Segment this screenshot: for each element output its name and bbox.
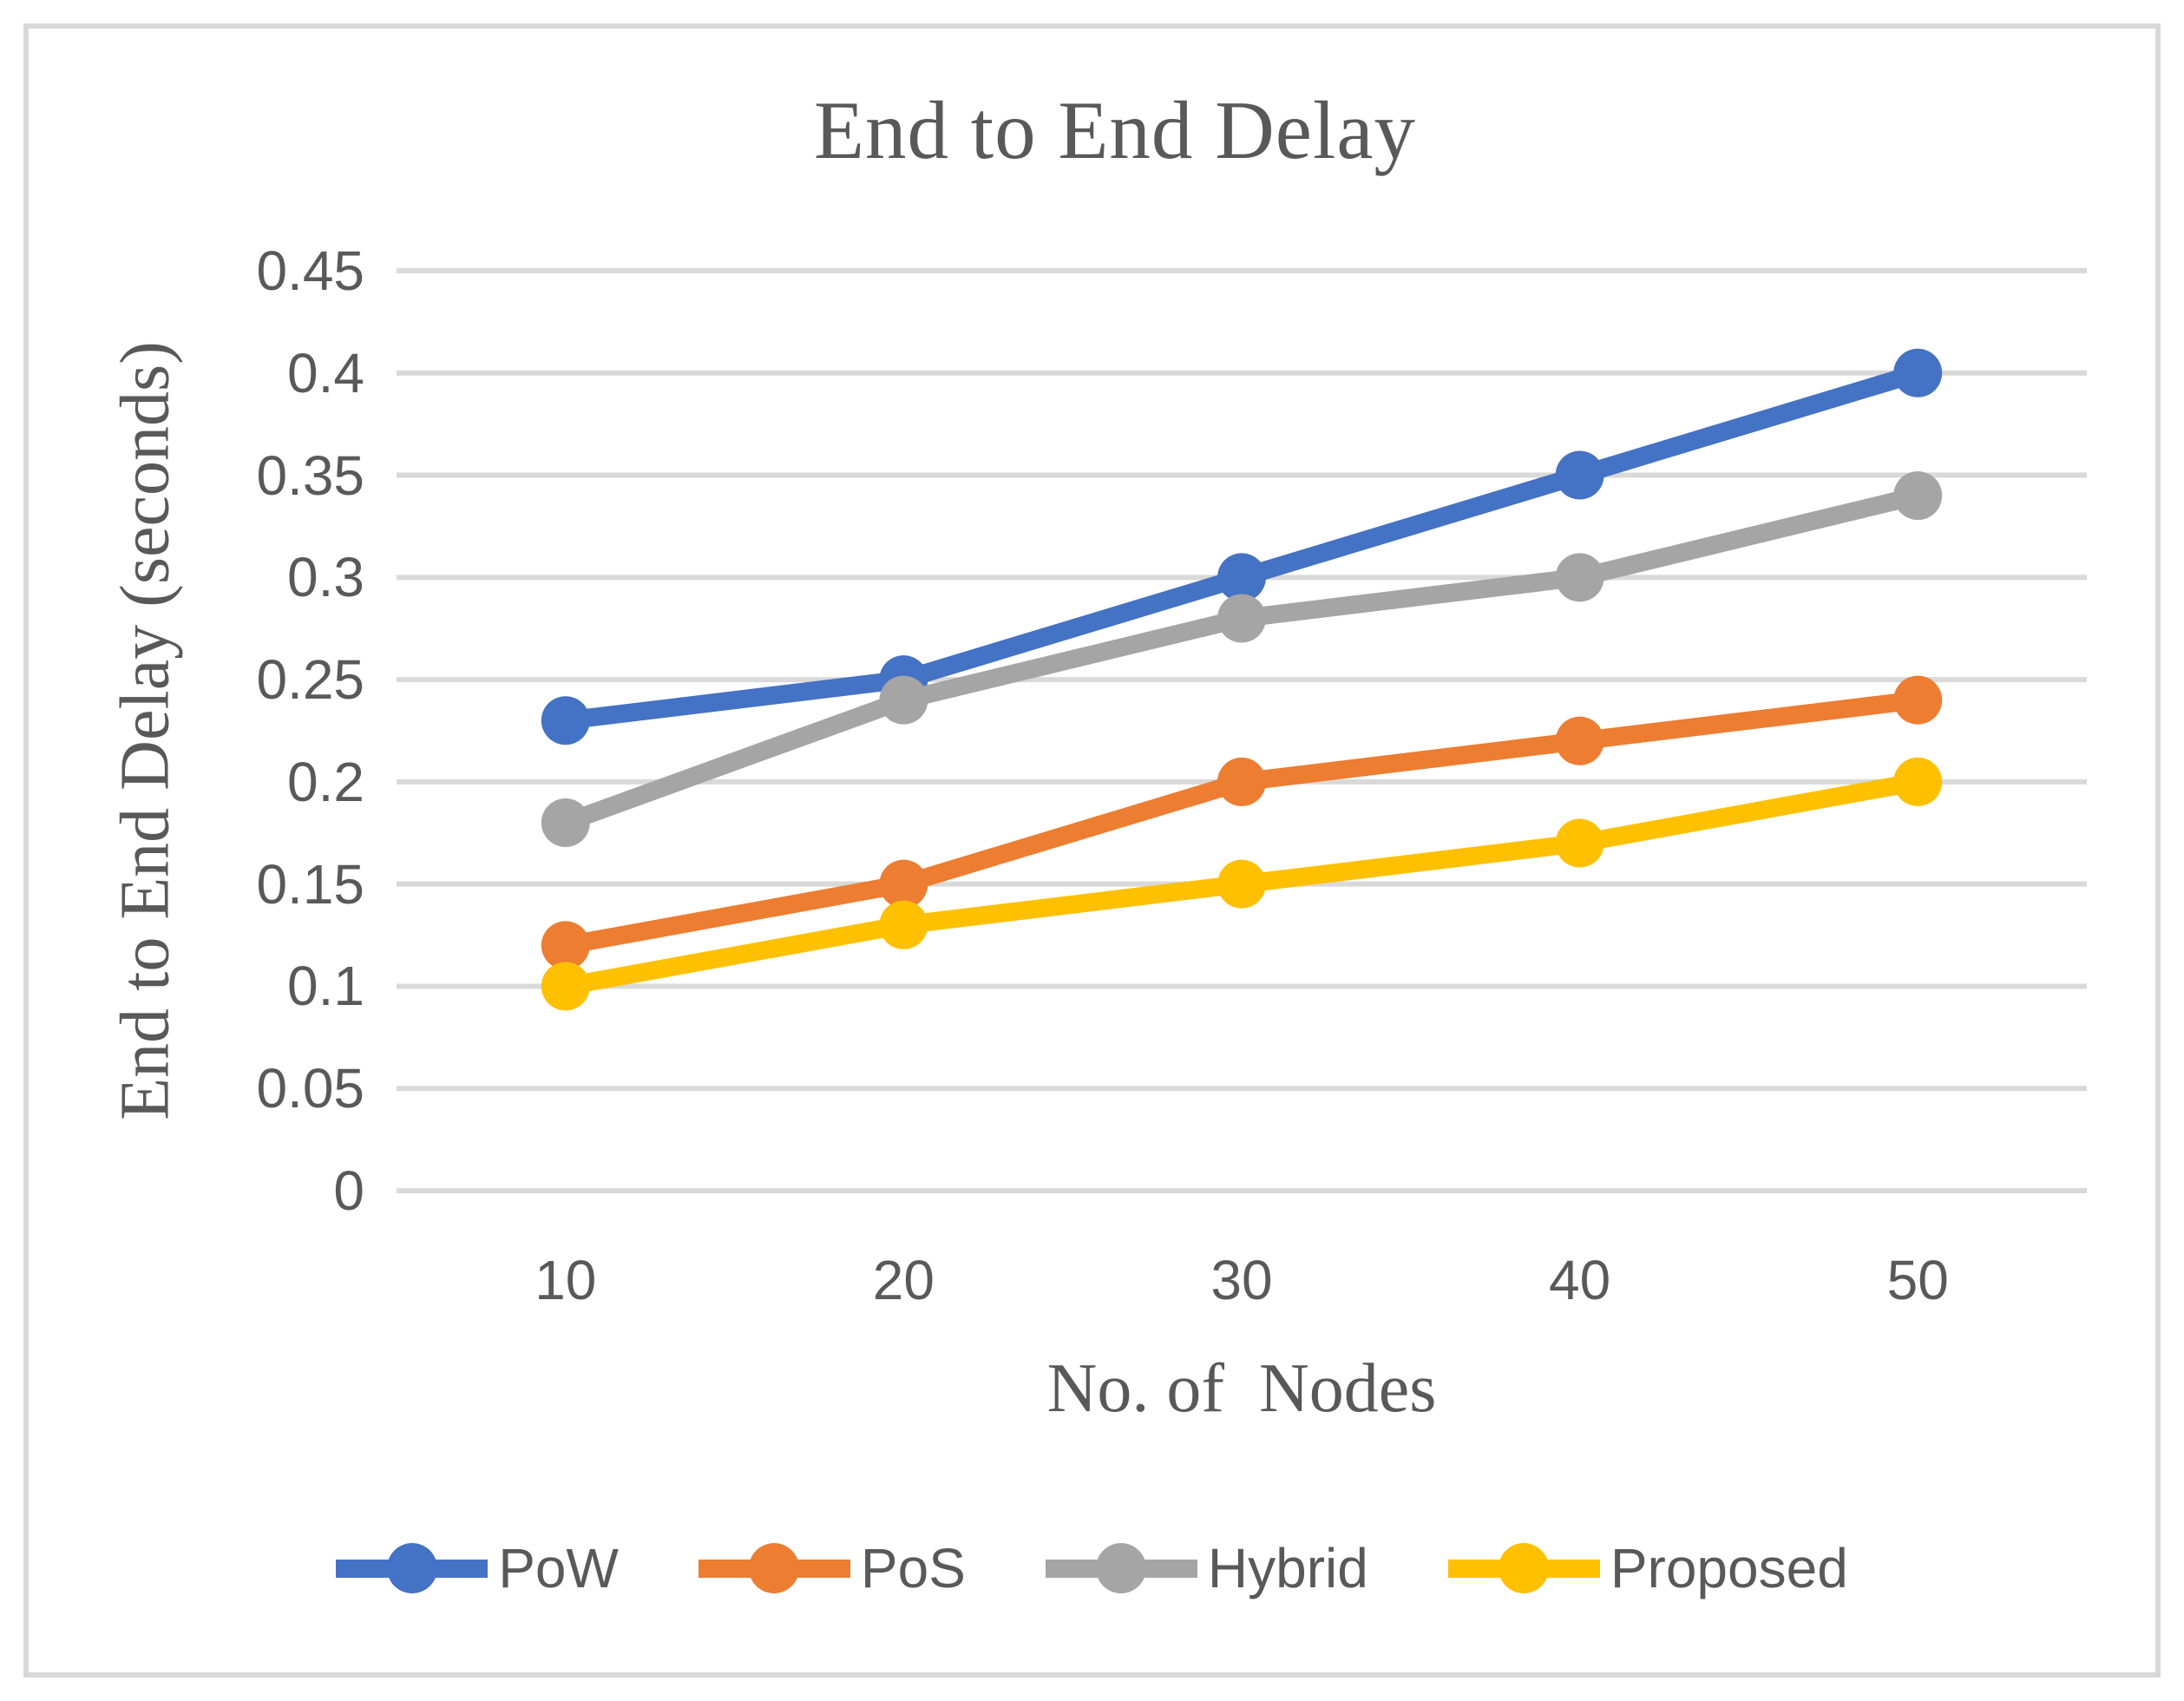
x-tick-label: 20 xyxy=(872,1249,935,1311)
y-tick-label: 0.2 xyxy=(287,750,364,813)
data-point-hybrid xyxy=(1555,553,1604,602)
data-point-pow xyxy=(1217,553,1266,602)
y-tick-label: 0.3 xyxy=(287,546,364,609)
y-tick-label: 0.15 xyxy=(256,852,364,916)
y-tick-label: 0.05 xyxy=(256,1057,364,1120)
legend-label-proposed: Proposed xyxy=(1610,1537,1848,1599)
y-tick-label: 0.45 xyxy=(256,240,364,302)
y-tick-label: 0.4 xyxy=(287,341,364,404)
data-point-proposed xyxy=(879,900,928,949)
chart-title: End to End Delay xyxy=(813,84,1417,176)
y-tick-label: 0.35 xyxy=(256,443,364,507)
x-axis-title: No. of Nodes xyxy=(1046,1350,1437,1427)
data-point-proposed xyxy=(1893,757,1943,806)
data-point-pow xyxy=(1555,450,1604,500)
legend-dot-icon xyxy=(749,1543,800,1593)
data-point-hybrid xyxy=(541,798,590,847)
legend-label-pow: PoW xyxy=(498,1537,619,1599)
y-tick-label: 0.25 xyxy=(256,648,364,712)
x-tick-label: 30 xyxy=(1210,1249,1273,1311)
data-point-hybrid xyxy=(879,675,928,725)
legend-marker-icon xyxy=(1447,1540,1600,1597)
x-tick-label: 40 xyxy=(1549,1249,1611,1311)
data-point-pos xyxy=(1555,716,1604,765)
data-point-hybrid xyxy=(1217,594,1266,643)
y-tick-label: 0.1 xyxy=(287,955,364,1018)
data-point-pos xyxy=(1217,757,1266,806)
legend: PoW PoS Hybrid Proposed xyxy=(0,1536,2184,1600)
legend-marker-icon xyxy=(698,1540,850,1597)
legend-item-proposed: Proposed xyxy=(1447,1536,1848,1600)
legend-label-hybrid: Hybrid xyxy=(1207,1537,1368,1599)
legend-label-pos: PoS xyxy=(860,1537,966,1599)
legend-dot-icon xyxy=(1096,1543,1147,1593)
data-point-proposed xyxy=(541,962,590,1011)
x-tick-label: 10 xyxy=(535,1249,597,1311)
legend-marker-icon xyxy=(336,1540,489,1597)
legend-marker-icon xyxy=(1045,1540,1197,1597)
data-point-proposed xyxy=(1555,818,1604,868)
data-point-pos xyxy=(541,921,590,970)
legend-dot-icon xyxy=(386,1543,437,1593)
data-point-pow xyxy=(541,696,590,745)
x-tick-label: 50 xyxy=(1886,1249,1949,1311)
data-point-pos xyxy=(1893,675,1943,725)
legend-dot-icon xyxy=(1499,1543,1550,1593)
y-tick-label: 0 xyxy=(333,1159,364,1222)
legend-item-pow: PoW xyxy=(336,1536,619,1600)
data-point-pos xyxy=(879,859,928,909)
data-point-pow xyxy=(1893,348,1943,397)
data-point-hybrid xyxy=(1893,471,1943,521)
legend-item-hybrid: Hybrid xyxy=(1045,1536,1368,1600)
data-point-proposed xyxy=(1217,859,1266,909)
legend-item-pos: PoS xyxy=(698,1536,966,1600)
